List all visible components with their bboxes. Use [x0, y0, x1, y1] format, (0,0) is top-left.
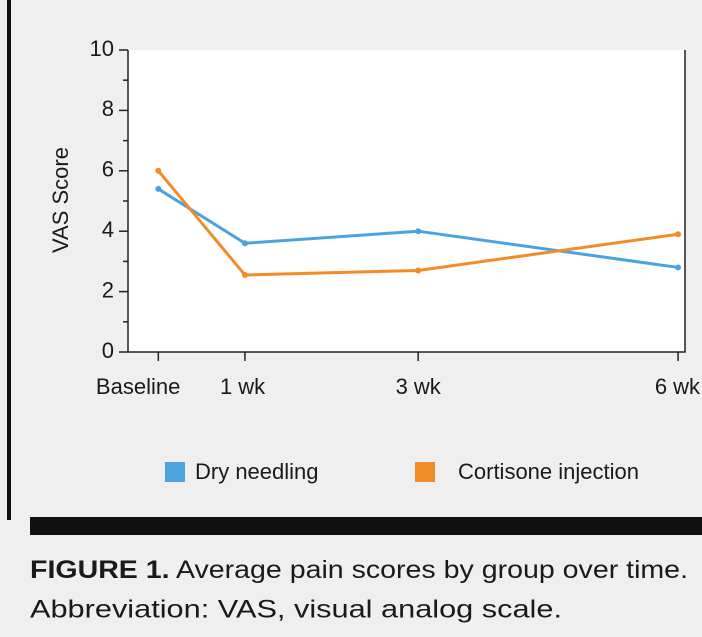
point	[675, 231, 682, 238]
point	[415, 228, 422, 235]
separator-bar	[30, 517, 702, 535]
y-tick-label: 8	[102, 96, 114, 121]
point	[241, 271, 248, 278]
y-tick-label: 2	[102, 277, 114, 302]
point	[155, 185, 162, 192]
point	[675, 264, 682, 271]
point	[415, 267, 422, 274]
caption-line: FIGURE 1. Average pain scores by group o…	[30, 556, 688, 584]
x-tick-label: Baseline	[96, 374, 180, 399]
x-tick-label: 3 wk	[396, 374, 442, 399]
x-tick-label: 6 wk	[655, 374, 701, 399]
caption-label: FIGURE 1.	[30, 556, 170, 584]
y-tick-label: 10	[90, 36, 114, 61]
y-tick-label: 4	[102, 217, 114, 242]
y-tick-label: 6	[102, 157, 114, 182]
series-line	[157, 187, 679, 269]
point	[241, 240, 248, 247]
caption-note: Abbreviation: VAS, visual analog scale.	[30, 596, 562, 624]
y-tick-label: 0	[102, 338, 114, 363]
legend-swatch	[165, 462, 185, 482]
legend-swatch	[415, 462, 435, 482]
y-axis-label: VAS Score	[48, 147, 73, 253]
caption-text: Average pain scores by group over time.	[176, 556, 688, 584]
series-line	[157, 169, 679, 277]
x-tick-label: 1 wk	[220, 374, 266, 399]
plot-area	[128, 50, 685, 352]
legend-label: Cortisone injection	[458, 459, 639, 484]
legend-label: Dry needling	[195, 459, 319, 484]
point	[155, 167, 162, 174]
